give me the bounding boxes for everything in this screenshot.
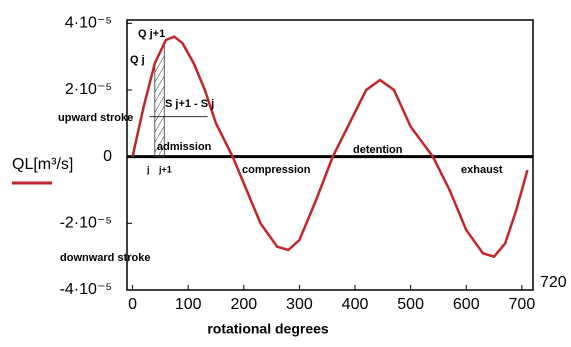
- y-tick-label: -4·10⁻⁵: [60, 281, 112, 298]
- legend-label: QL[m³/s]: [12, 156, 73, 173]
- annotation: j: [146, 164, 150, 174]
- x-tick-label: 500: [397, 296, 424, 313]
- x-tick-label: 200: [230, 296, 257, 313]
- y-tick-label: 0: [103, 148, 112, 165]
- line-series: [131, 35, 529, 259]
- annotation: downward stroke: [60, 252, 150, 264]
- y-tick-label: 2·10⁻⁵: [65, 81, 112, 98]
- y-tick-label: -2·10⁻⁵: [60, 215, 112, 232]
- annotation: j+1: [158, 164, 172, 174]
- annotation: upward stroke: [58, 112, 133, 124]
- annotation: compression: [242, 164, 311, 176]
- annotation: Q j: [130, 54, 145, 66]
- annotation: exhaust: [461, 164, 503, 176]
- x-tick-label: 0: [128, 296, 137, 313]
- x-tick-label: 700: [509, 296, 536, 313]
- x-tick-label: 600: [453, 296, 480, 313]
- annotation: S j+1 - S j: [165, 98, 214, 110]
- x-axis-label: rotational degrees: [207, 321, 329, 337]
- x-tick-label: 300: [286, 296, 313, 313]
- y-tick-label: 4·10⁻⁵: [65, 15, 112, 32]
- annotation: 720: [540, 274, 567, 291]
- annotation: detention: [353, 144, 403, 156]
- x-tick-label: 100: [175, 296, 202, 313]
- annotation: admission: [157, 141, 212, 153]
- annotation: Q j+1: [138, 28, 165, 40]
- x-tick-label: 400: [342, 296, 369, 313]
- plot-frame: [126, 19, 534, 291]
